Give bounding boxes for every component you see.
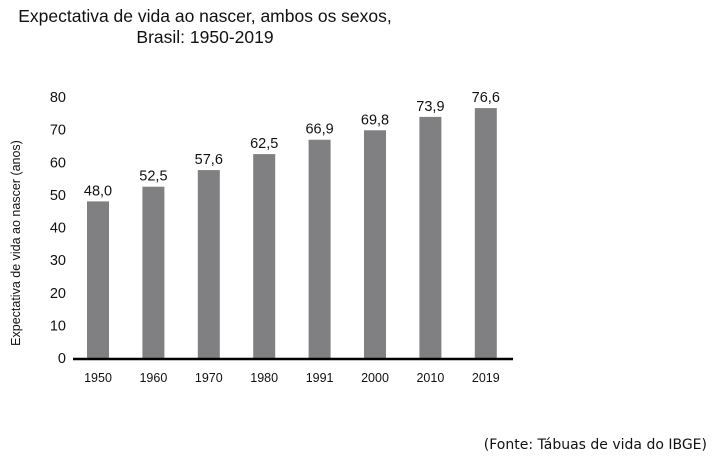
bar-1950: [87, 201, 109, 358]
y-tick-label: 50: [50, 188, 66, 204]
x-tick-label: 2010: [416, 371, 444, 385]
y-tick-label: 20: [50, 286, 66, 302]
bar-2019: [474, 108, 497, 358]
bar-1970: [197, 170, 220, 358]
y-axis-label: Expectativa de vida ao nascer (anos): [9, 140, 23, 346]
data-label: 76,6: [472, 90, 500, 106]
x-tick-label: 2000: [361, 371, 389, 385]
x-tick-label: 1980: [250, 371, 278, 385]
chart-title-line1: Expectativa de vida ao nascer, ambos os …: [18, 6, 392, 26]
data-label: 48,0: [84, 183, 112, 199]
y-tick-label: 70: [50, 123, 66, 139]
source-note: (Fonte: Tábuas de vida do IBGE): [483, 437, 707, 453]
x-tick-label: 1970: [195, 371, 223, 385]
chart-title-line2: Brasil: 1950-2019: [136, 27, 274, 47]
bar-2010: [419, 116, 442, 359]
data-label: 62,5: [250, 136, 278, 152]
bar-1960: [142, 186, 165, 358]
x-tick-label: 2019: [472, 371, 500, 385]
y-tick-label: 30: [50, 253, 66, 269]
data-label: 66,9: [305, 122, 333, 138]
y-tick-label: 0: [58, 351, 66, 367]
x-tick-label: 1960: [139, 371, 167, 385]
bar-1980: [253, 154, 276, 358]
data-label: 69,8: [361, 112, 389, 128]
data-label: 73,9: [416, 99, 444, 115]
bar-2000: [364, 130, 386, 358]
chart-title: Expectativa de vida ao nascer, ambos os …: [0, 6, 410, 48]
y-tick-label: 80: [50, 90, 66, 106]
y-tick-label: 60: [50, 155, 66, 171]
data-label: 52,5: [139, 169, 167, 185]
x-tick-label: 1991: [306, 371, 334, 385]
y-tick-label: 40: [50, 221, 66, 237]
data-label: 57,6: [195, 152, 223, 168]
y-tick-label: 10: [50, 318, 66, 334]
bar-1991: [308, 139, 331, 358]
x-tick-label: 1950: [84, 371, 112, 385]
